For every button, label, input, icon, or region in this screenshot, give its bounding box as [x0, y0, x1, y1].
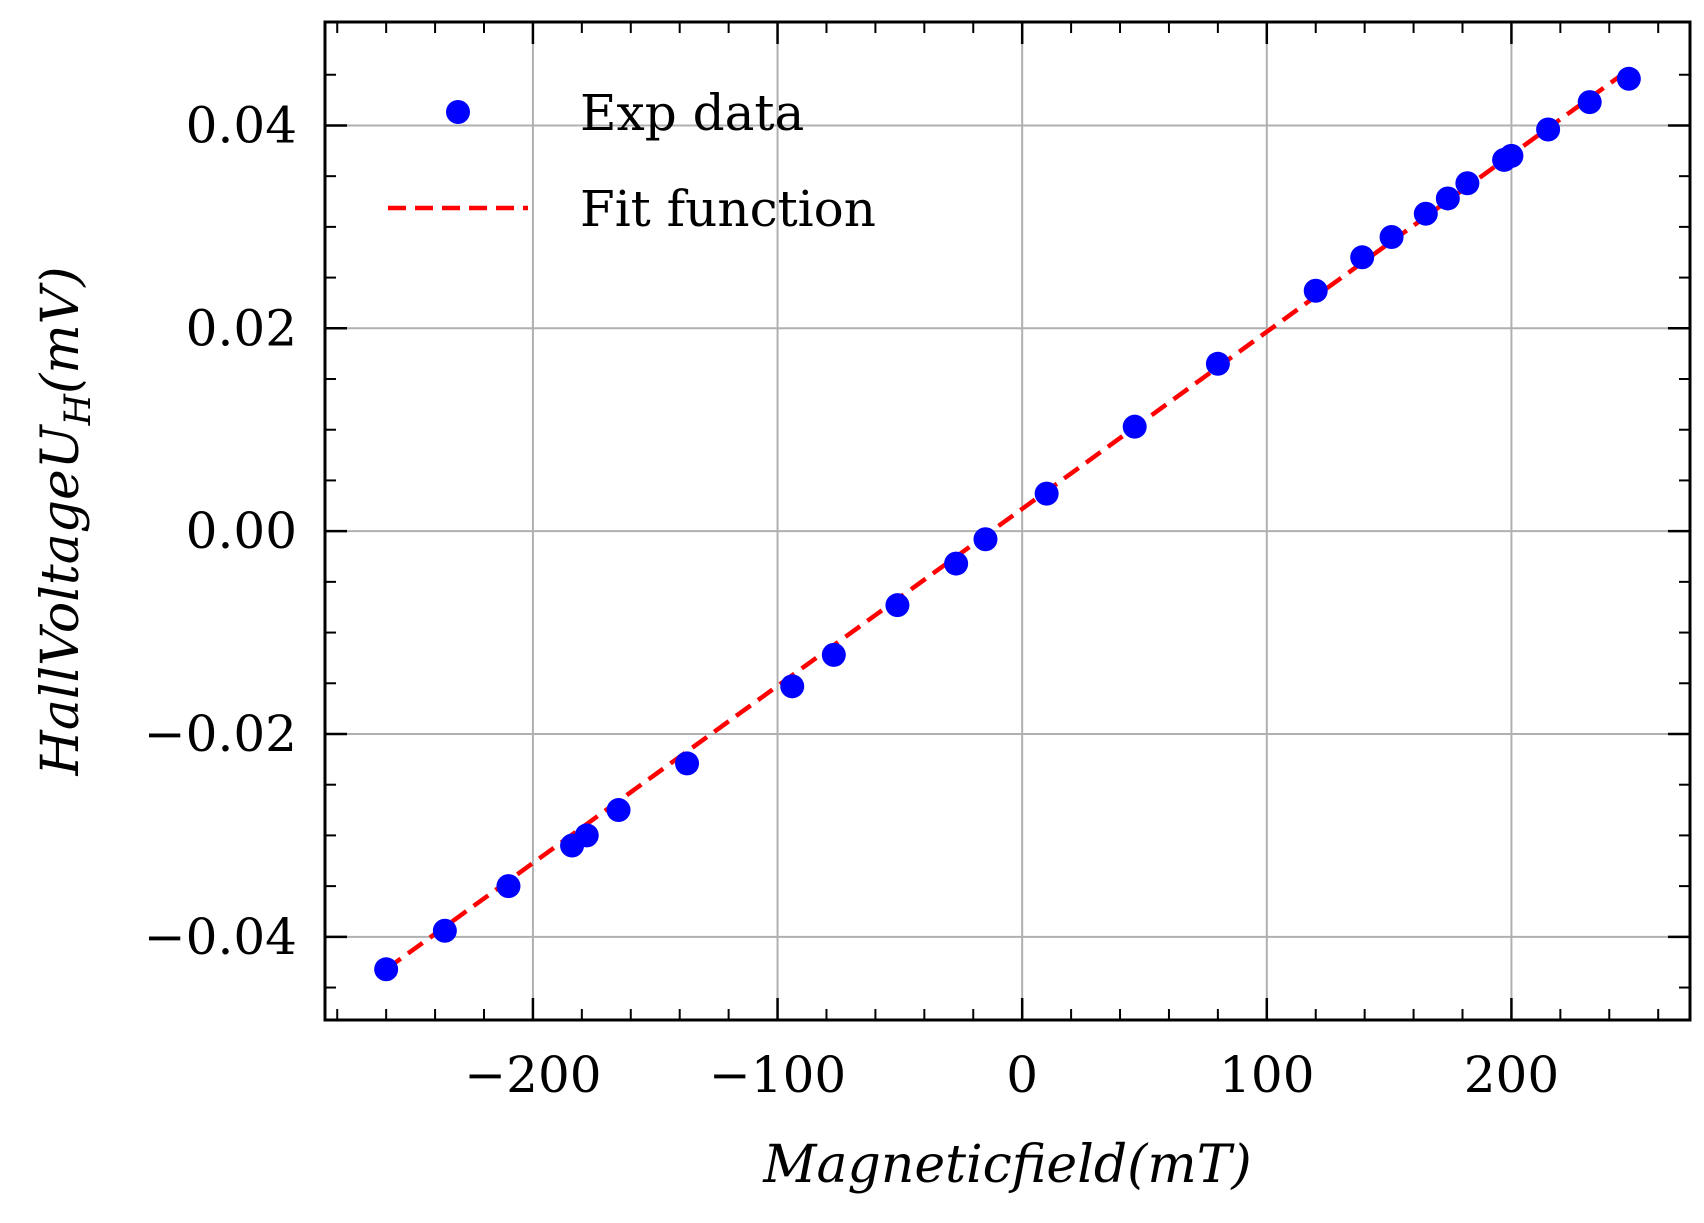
- data-point: [374, 957, 399, 982]
- data-point: [1413, 201, 1438, 226]
- data-point: [1350, 245, 1375, 270]
- data-point: [821, 642, 846, 667]
- y-tick-label: 0.00: [186, 502, 297, 560]
- data-point: [1122, 414, 1147, 439]
- data-point: [675, 751, 700, 776]
- x-tick-label: 200: [1464, 1046, 1559, 1104]
- y-tick-label: 0.04: [186, 96, 297, 154]
- grid-lines: [325, 22, 1690, 1020]
- data-point: [606, 798, 631, 823]
- data-point: [1379, 225, 1404, 250]
- x-tick-label: −200: [464, 1046, 601, 1104]
- data-point: [496, 874, 521, 899]
- plot-frame: [323, 20, 1692, 1022]
- legend-exp-data-label: Exp data: [580, 84, 804, 142]
- data-point: [1435, 186, 1460, 211]
- data-point: [1034, 481, 1059, 506]
- y-tick-label: −0.04: [144, 908, 297, 966]
- axis-ticks: [325, 22, 1690, 1020]
- x-tick-labels: −200 −100 0 100 200: [464, 1046, 1559, 1104]
- data-point: [1499, 143, 1524, 168]
- data-point: [1616, 66, 1641, 91]
- data-point: [1455, 171, 1480, 196]
- data-point: [1205, 351, 1230, 376]
- data-point: [1536, 117, 1561, 142]
- legend: Exp data Fit function: [388, 84, 876, 238]
- y-tick-label: −0.02: [144, 705, 297, 763]
- y-tick-label: 0.02: [186, 299, 297, 357]
- data-point: [1577, 90, 1602, 115]
- x-axis-label: Magneticfield(mT): [762, 1135, 1251, 1195]
- data-point: [780, 674, 805, 699]
- data-point: [944, 551, 969, 576]
- legend-fit-function-label: Fit function: [580, 180, 876, 238]
- data-points-layer: [374, 66, 1641, 982]
- x-tick-label: 100: [1219, 1046, 1314, 1104]
- legend-exp-data-marker: [446, 100, 470, 124]
- x-tick-label: −100: [709, 1046, 846, 1104]
- data-point: [1303, 278, 1328, 303]
- data-point: [973, 527, 998, 552]
- data-point: [574, 823, 599, 848]
- data-point: [885, 593, 910, 618]
- y-axis-label: HallVoltageUH(mV): [31, 267, 99, 777]
- y-tick-labels: −0.04 −0.02 0.00 0.02 0.04: [144, 96, 297, 965]
- x-tick-label: 0: [1006, 1046, 1038, 1104]
- data-point: [432, 918, 457, 943]
